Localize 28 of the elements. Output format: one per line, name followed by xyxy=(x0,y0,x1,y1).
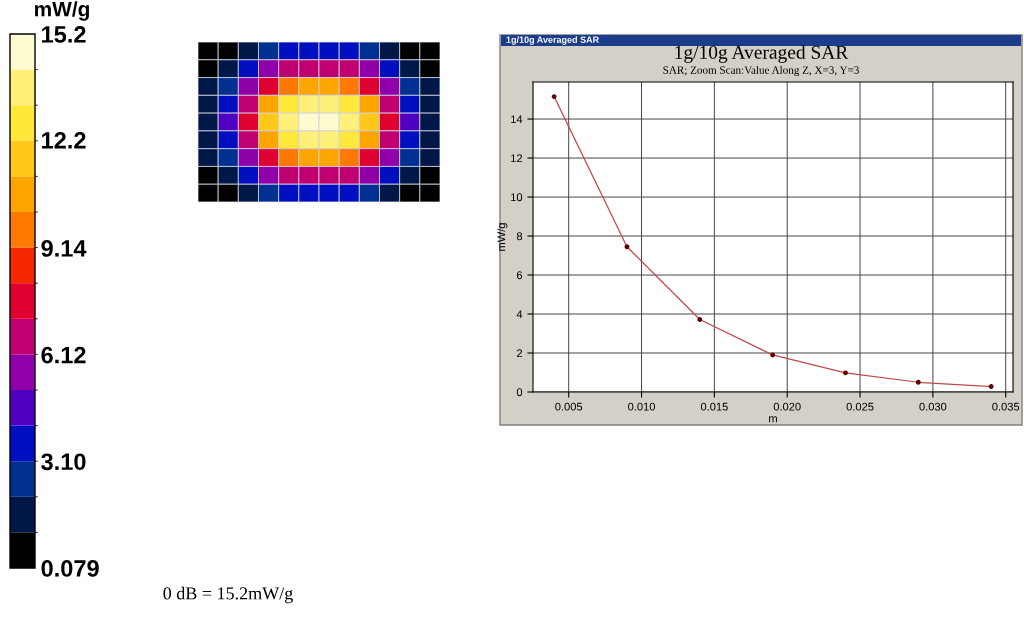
x-tick-label: 0.025 xyxy=(846,402,874,411)
color-bar-label: 0.079 xyxy=(41,560,99,577)
y-axis-title: mW/g xyxy=(497,223,508,251)
x-tick-label: 0.030 xyxy=(919,402,947,411)
y-tick-label: 2 xyxy=(516,349,523,358)
x-tick-label: 0.010 xyxy=(628,402,655,411)
y-tick-label: 6 xyxy=(516,271,523,280)
color-bar-label: 15.2 xyxy=(42,26,86,43)
y-tick-label: 8 xyxy=(516,232,523,241)
y-tick-label: 14 xyxy=(511,115,523,124)
chart-title: 1g/10g Averaged SAR xyxy=(675,45,849,63)
y-tick-label: 0 xyxy=(516,388,523,397)
chart-subtitle: SAR; Zoom Scan:Value Along Z, X=3, Y=3 xyxy=(663,65,859,77)
y-tick-label: 4 xyxy=(516,310,523,319)
y-tick-label: 12 xyxy=(511,154,523,163)
x-tick-label: 0.015 xyxy=(700,402,728,411)
text: 0 dB = 15.2mW/g xyxy=(163,586,293,604)
x-tick-label: 0.005 xyxy=(555,402,583,411)
x-axis-title: m xyxy=(769,416,777,423)
x-tick-label: 0.035 xyxy=(992,402,1020,411)
text: 1g/10g Averaged SAR xyxy=(506,36,599,45)
color-bar-label: 6.12 xyxy=(41,346,86,364)
x-tick-label: 0.020 xyxy=(773,402,801,411)
color-bar-title: mW/g xyxy=(35,1,89,21)
color-bar-label: 3.10 xyxy=(41,453,86,471)
y-tick-label: 10 xyxy=(511,193,523,202)
color-bar-label: 9.14 xyxy=(41,240,87,257)
color-bar-label: 12.2 xyxy=(42,132,86,149)
